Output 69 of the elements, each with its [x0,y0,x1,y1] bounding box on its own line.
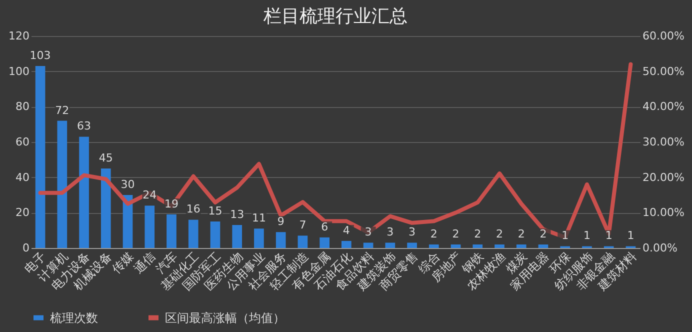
bar [210,222,220,248]
data-label: 13 [230,208,244,222]
data-label: 103 [30,49,51,62]
data-label: 7 [299,218,306,232]
data-label: 3 [408,226,416,239]
bar [320,237,330,248]
data-label: 30 [120,178,135,191]
y2-tick-label: 20.00% [642,170,684,184]
y2-tick-label: 50.00% [642,64,684,78]
data-label: 63 [77,120,92,133]
bar [494,244,504,248]
data-label: 1 [583,229,590,242]
data-label: 2 [474,227,482,240]
bar [35,66,46,248]
bar [57,120,68,248]
data-label: 1 [605,229,612,242]
bar [276,232,286,248]
legend-label: 梳理次数 [50,310,98,325]
bar [516,244,526,248]
data-label: 2 [496,227,504,240]
data-label: 11 [252,212,266,225]
bar [232,225,242,248]
data-label: 3 [386,226,394,239]
data-label: 45 [98,152,113,164]
data-label: 16 [186,202,200,216]
bar [428,244,439,248]
y2-tick-label: 40.00% [642,100,684,114]
bar [342,240,352,248]
bar [298,236,308,248]
chart-title: 栏目梳理行业汇总 [262,6,408,27]
data-label: 9 [277,215,284,228]
y-tick-label: 0 [22,242,30,254]
bar [100,168,111,248]
bar [254,228,264,248]
data-label: 4 [342,224,350,237]
data-label: 24 [142,188,157,202]
data-label: 2 [540,227,547,240]
bar [363,242,374,248]
data-label: 2 [518,227,525,240]
bar [472,244,483,248]
data-label: 1 [627,229,634,242]
legend-label: 区间最高涨幅（均值） [165,310,285,325]
bar [450,244,461,248]
data-label: 15 [208,204,222,218]
y-tick-label: 80 [16,100,30,114]
y2-tick-label: 30.00% [642,136,684,148]
bar [407,242,417,248]
y-tick-label: 120 [8,30,30,42]
bar [166,214,176,248]
y-tick-label: 60 [16,136,30,148]
data-label: 1 [562,229,569,242]
bar [79,136,89,248]
y2-tick-label: 10.00% [642,206,684,220]
bar [144,206,155,248]
bar [538,244,548,248]
data-label: 2 [452,227,460,240]
data-label: 19 [164,197,178,210]
data-label: 2 [430,227,438,240]
data-label: 3 [364,226,372,239]
y-tick-label: 20 [16,206,30,220]
y-tick-label: 40 [16,170,30,184]
y2-tick-label: 60.00% [642,30,684,42]
line-series [38,62,633,240]
bar [385,242,396,248]
data-label: 6 [321,220,328,234]
y2-tick-label: 0.00% [642,242,678,254]
bar [188,220,198,248]
data-label: 72 [55,104,70,117]
y-tick-label: 100 [8,64,30,78]
